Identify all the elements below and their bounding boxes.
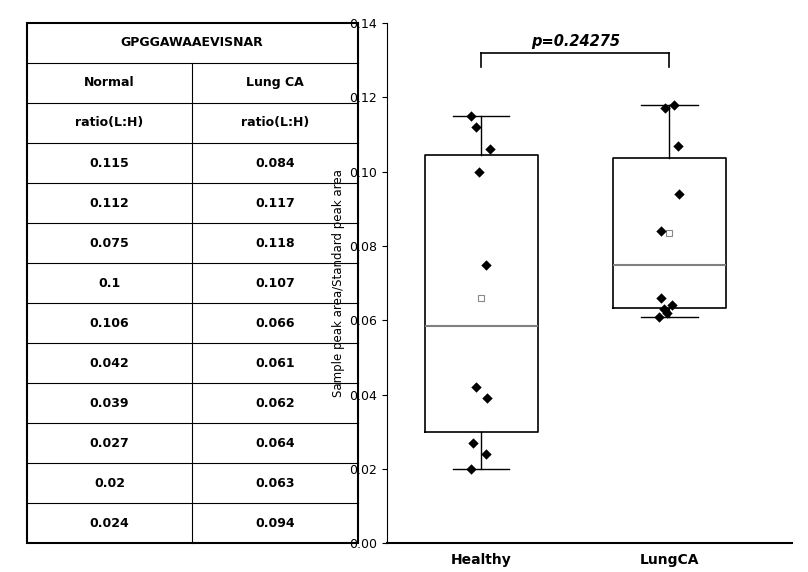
Text: 0.063: 0.063 bbox=[255, 477, 295, 490]
Text: 0.117: 0.117 bbox=[255, 197, 295, 209]
Text: 0.1: 0.1 bbox=[99, 277, 120, 289]
Point bbox=[667, 100, 680, 109]
Point bbox=[479, 260, 492, 269]
Text: 0.112: 0.112 bbox=[90, 197, 129, 209]
Text: ratio(L:H): ratio(L:H) bbox=[241, 117, 309, 129]
Text: 0.027: 0.027 bbox=[90, 437, 129, 450]
Point bbox=[465, 111, 478, 121]
Text: p=0.24275: p=0.24275 bbox=[531, 34, 620, 49]
Y-axis label: Sample peak area/Standard peak area: Sample peak area/Standard peak area bbox=[332, 169, 345, 397]
Text: 0.042: 0.042 bbox=[90, 357, 129, 370]
Point bbox=[671, 141, 684, 150]
Text: 0.106: 0.106 bbox=[90, 317, 129, 329]
Point bbox=[465, 464, 478, 474]
Point bbox=[665, 301, 678, 310]
Point bbox=[661, 308, 674, 317]
Text: ratio(L:H): ratio(L:H) bbox=[75, 117, 144, 129]
Point bbox=[659, 104, 671, 113]
Text: GPGGAWAAEVISNAR: GPGGAWAAEVISNAR bbox=[120, 37, 263, 49]
Text: 0.084: 0.084 bbox=[255, 157, 295, 169]
Point bbox=[658, 304, 671, 313]
Point bbox=[466, 438, 479, 447]
Text: 0.066: 0.066 bbox=[255, 317, 295, 329]
Text: 0.02: 0.02 bbox=[94, 477, 125, 490]
Point bbox=[469, 383, 482, 392]
Point bbox=[672, 189, 685, 198]
Point bbox=[654, 293, 667, 303]
Point bbox=[470, 122, 483, 132]
Text: 0.094: 0.094 bbox=[255, 517, 295, 530]
Point bbox=[654, 227, 667, 236]
Point bbox=[483, 145, 496, 154]
Point bbox=[481, 394, 494, 403]
Text: 0.115: 0.115 bbox=[90, 157, 129, 169]
Text: 0.039: 0.039 bbox=[90, 397, 129, 410]
Point bbox=[479, 450, 492, 459]
Text: Lung CA: Lung CA bbox=[246, 77, 304, 89]
Text: Normal: Normal bbox=[84, 77, 135, 89]
Text: 0.064: 0.064 bbox=[255, 437, 295, 450]
Text: 0.118: 0.118 bbox=[255, 237, 295, 249]
Text: 0.062: 0.062 bbox=[255, 397, 295, 410]
Point bbox=[473, 167, 486, 176]
Point bbox=[653, 312, 666, 321]
Text: 0.061: 0.061 bbox=[255, 357, 295, 370]
Text: 0.107: 0.107 bbox=[255, 277, 295, 289]
Text: 0.024: 0.024 bbox=[90, 517, 129, 530]
Text: 0.075: 0.075 bbox=[90, 237, 129, 249]
